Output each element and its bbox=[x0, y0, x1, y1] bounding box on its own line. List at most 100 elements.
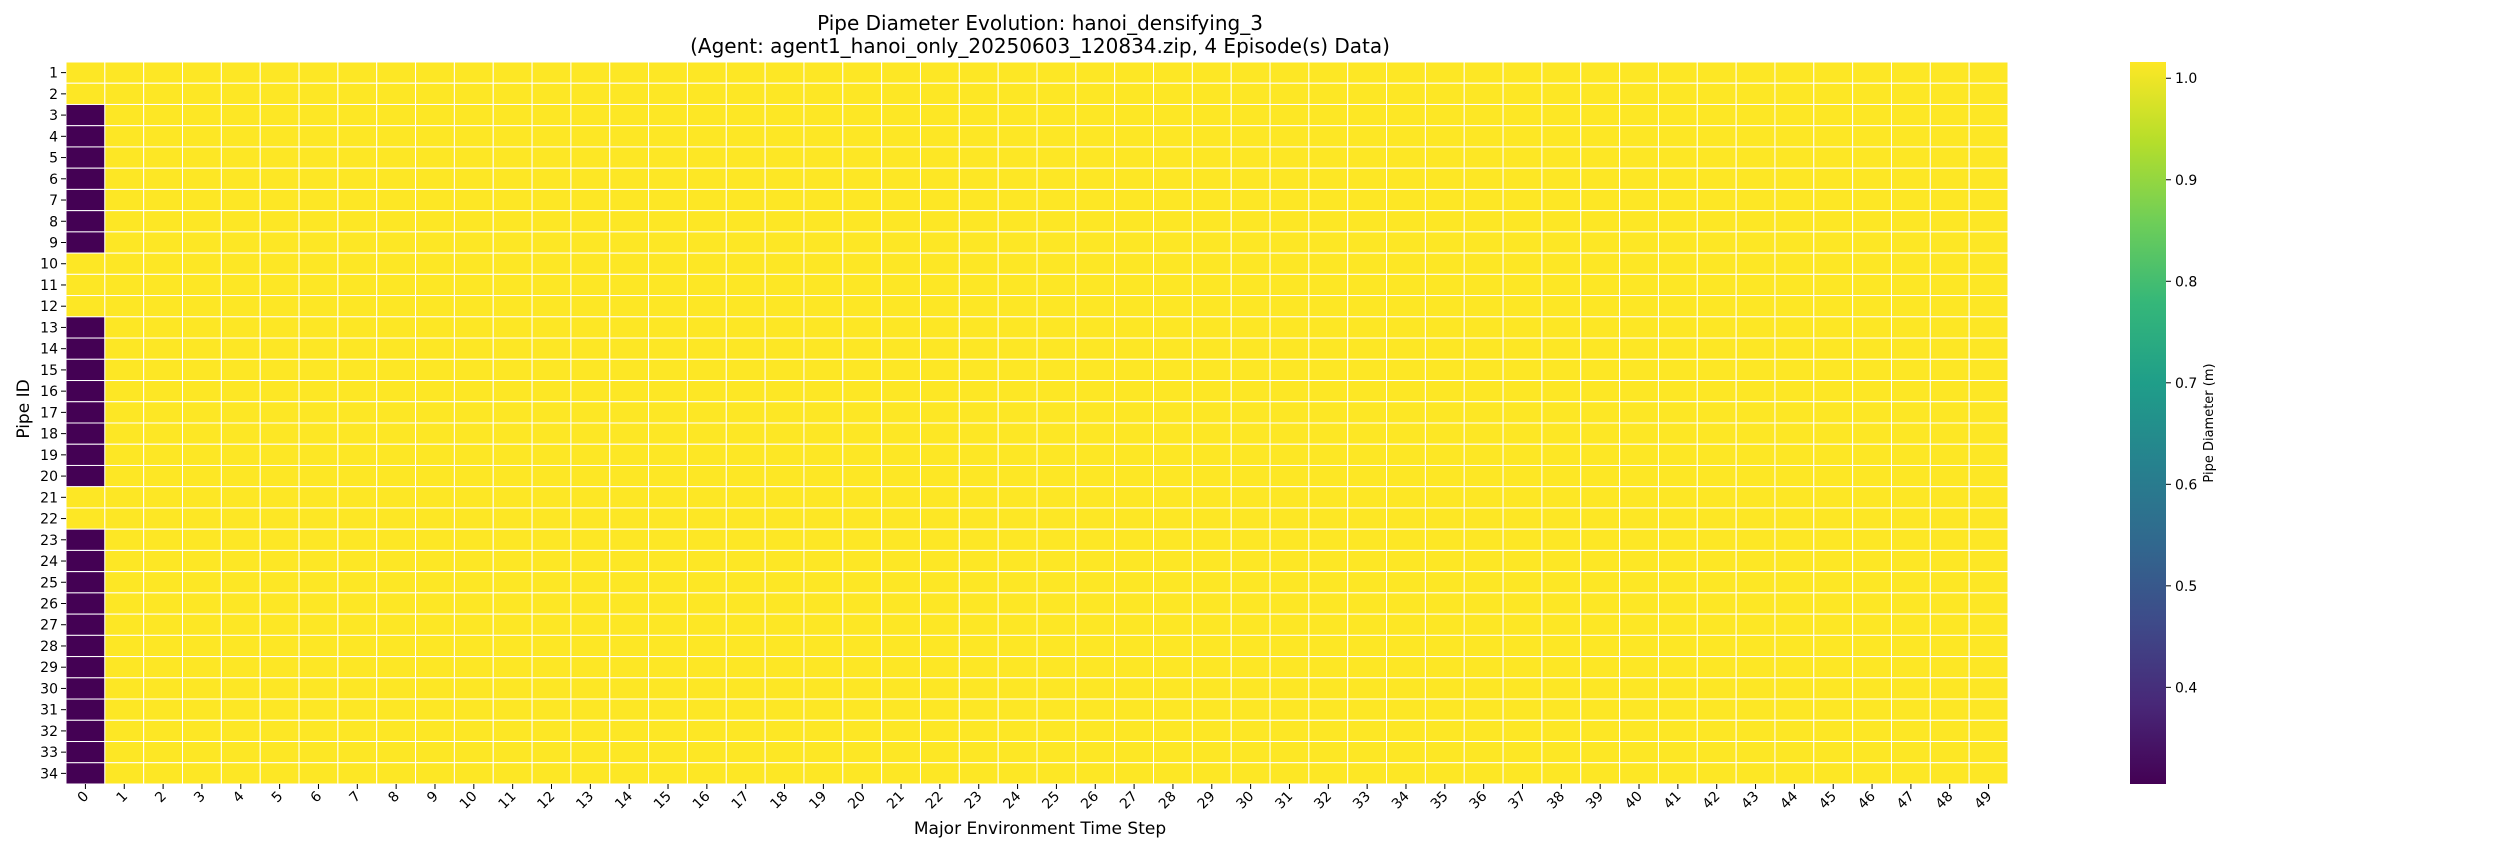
heatmap-cell bbox=[298, 528, 339, 551]
heatmap-cell bbox=[1230, 401, 1271, 424]
heatmap-cell bbox=[1153, 295, 1193, 318]
heatmap-cell bbox=[764, 125, 805, 148]
heatmap-cell bbox=[609, 656, 650, 679]
heatmap-cell bbox=[570, 61, 611, 84]
heatmap-cell bbox=[609, 443, 650, 466]
heatmap-cell bbox=[1114, 507, 1155, 530]
heatmap-cell bbox=[1036, 188, 1077, 212]
heatmap-cell bbox=[1386, 231, 1426, 254]
heatmap-cell bbox=[997, 252, 1038, 275]
heatmap-cell bbox=[1502, 103, 1543, 127]
heatmap-cell bbox=[531, 549, 572, 573]
heatmap-cell bbox=[1036, 741, 1077, 764]
heatmap-cell bbox=[919, 592, 960, 615]
heatmap-cell bbox=[1852, 656, 1892, 679]
heatmap-cell bbox=[1230, 443, 1271, 466]
heatmap-cell bbox=[1463, 677, 1504, 700]
heatmap-cell bbox=[803, 719, 844, 743]
heatmap-cell bbox=[492, 549, 533, 573]
heatmap-cell bbox=[648, 486, 688, 509]
heatmap-cell bbox=[1890, 422, 1931, 445]
heatmap-cell bbox=[298, 103, 339, 127]
heatmap-cell bbox=[648, 210, 688, 233]
heatmap-cell bbox=[609, 380, 650, 403]
heatmap-cell bbox=[1696, 146, 1737, 169]
heatmap-cell bbox=[803, 167, 844, 190]
heatmap-cell bbox=[1502, 719, 1543, 743]
heatmap-cell bbox=[570, 188, 611, 212]
heatmap-cell bbox=[220, 273, 261, 297]
heatmap-cell bbox=[1036, 167, 1077, 190]
heatmap-cell bbox=[997, 592, 1038, 615]
heatmap-cell bbox=[1580, 231, 1621, 254]
heatmap-cell bbox=[104, 656, 145, 679]
heatmap-cell bbox=[1230, 486, 1271, 509]
heatmap-cell bbox=[259, 337, 300, 360]
heatmap-cell bbox=[1386, 167, 1426, 190]
heatmap-cell bbox=[842, 634, 883, 658]
heatmap-cell bbox=[1541, 273, 1582, 297]
heatmap-cell bbox=[803, 295, 844, 318]
heatmap-cell bbox=[1696, 316, 1737, 339]
heatmap-cell bbox=[1968, 571, 2009, 594]
heatmap-cell bbox=[1968, 61, 2009, 84]
heatmap-cell bbox=[104, 698, 145, 721]
x-tick-label: 38 bbox=[1544, 789, 1568, 813]
heatmap-cell bbox=[1153, 443, 1193, 466]
heatmap-cell bbox=[104, 762, 145, 785]
heatmap-cell bbox=[1269, 146, 1310, 169]
heatmap-cell bbox=[764, 167, 805, 190]
heatmap-cell bbox=[725, 762, 766, 785]
heatmap-cell bbox=[648, 167, 688, 190]
heatmap-cell bbox=[725, 316, 766, 339]
heatmap-cell bbox=[1153, 316, 1193, 339]
heatmap-cell bbox=[958, 507, 999, 530]
heatmap-cell bbox=[182, 146, 222, 169]
heatmap-cell bbox=[1308, 634, 1349, 658]
heatmap-cell bbox=[1890, 273, 1931, 297]
heatmap-cell bbox=[531, 422, 572, 445]
heatmap-cell bbox=[453, 507, 494, 530]
heatmap-cell bbox=[1657, 125, 1698, 148]
colorbar-tick-label: 0.5 bbox=[2175, 579, 2197, 595]
heatmap-cell bbox=[725, 82, 766, 105]
heatmap-cell bbox=[1657, 528, 1698, 551]
heatmap-cell bbox=[1424, 634, 1465, 658]
heatmap-cell bbox=[453, 103, 494, 127]
heatmap-cell bbox=[1036, 634, 1077, 658]
heatmap-cell bbox=[803, 762, 844, 785]
heatmap-cell bbox=[1774, 252, 1815, 275]
heatmap-cell bbox=[1929, 571, 1970, 594]
heatmap-cell bbox=[65, 103, 106, 127]
heatmap-cell bbox=[1852, 337, 1892, 360]
heatmap-cell bbox=[725, 231, 766, 254]
heatmap-cell bbox=[609, 210, 650, 233]
heatmap-cell bbox=[1502, 231, 1543, 254]
heatmap-cell bbox=[1580, 507, 1621, 530]
heatmap-cell bbox=[1696, 656, 1737, 679]
heatmap-cell bbox=[337, 571, 378, 594]
heatmap-cell bbox=[803, 231, 844, 254]
heatmap-cell bbox=[919, 549, 960, 573]
heatmap-cell bbox=[453, 549, 494, 573]
heatmap-cell bbox=[803, 103, 844, 127]
heatmap-cell bbox=[686, 613, 727, 636]
heatmap-cell bbox=[298, 125, 339, 148]
heatmap-cell bbox=[1968, 358, 2009, 382]
heatmap-cell bbox=[1890, 741, 1931, 764]
heatmap-cell bbox=[997, 677, 1038, 700]
heatmap-cell bbox=[182, 741, 222, 764]
heatmap-cell bbox=[1269, 528, 1310, 551]
heatmap-cell bbox=[997, 167, 1038, 190]
heatmap-cell bbox=[1580, 210, 1621, 233]
heatmap-cell bbox=[65, 549, 106, 573]
heatmap-cell bbox=[337, 380, 378, 403]
heatmap-cell bbox=[376, 677, 417, 700]
heatmap-cell bbox=[1541, 61, 1582, 84]
heatmap-cell bbox=[492, 401, 533, 424]
heatmap-cell bbox=[919, 741, 960, 764]
heatmap-cell bbox=[881, 507, 921, 530]
heatmap-cell bbox=[881, 82, 921, 105]
heatmap-cell bbox=[919, 698, 960, 721]
